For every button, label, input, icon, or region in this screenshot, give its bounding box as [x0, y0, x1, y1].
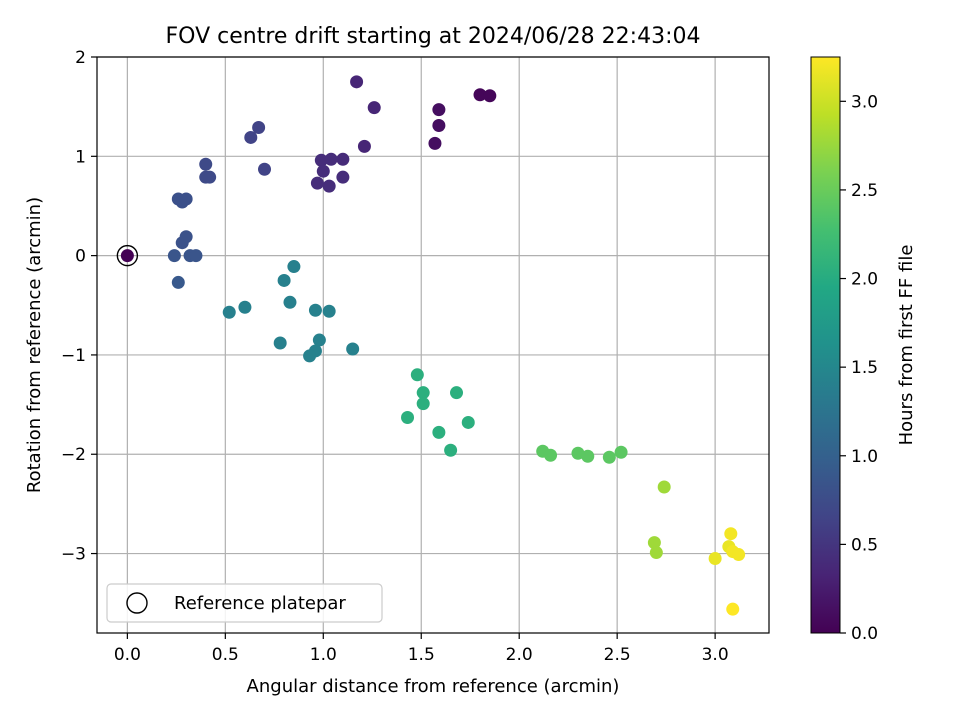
- scatter-point: [277, 273, 291, 287]
- legend-box: [106, 583, 383, 623]
- scatter-point: [428, 136, 442, 150]
- colorbar-tick-label: 0.5: [851, 535, 878, 555]
- scatter-point: [602, 450, 616, 464]
- plot-frame: [96, 56, 770, 634]
- scatter-point: [322, 179, 336, 193]
- colorbar-tick-label: 1.5: [851, 358, 878, 378]
- scatter-point: [167, 249, 181, 263]
- y-tick-label: −1: [61, 346, 86, 366]
- scatter-point: [308, 303, 322, 317]
- scatter-point: [310, 176, 324, 190]
- scatter-point: [401, 410, 415, 424]
- x-tick-label: 2.0: [506, 645, 533, 665]
- scatter-point: [287, 260, 301, 274]
- scatter-point: [708, 552, 722, 566]
- scatter-point: [367, 101, 381, 115]
- scatter-point: [312, 333, 326, 347]
- chart-title: FOV centre drift starting at 2024/06/28 …: [166, 24, 701, 49]
- colorbar-tick-label: 1.0: [851, 447, 878, 467]
- y-axis-label: Rotation from reference (arcmin): [24, 197, 45, 493]
- scatter-point: [171, 275, 185, 289]
- scatter-point: [222, 305, 236, 319]
- x-tick-label: 0.0: [114, 645, 141, 665]
- scatter-point: [614, 445, 628, 459]
- scatter-point: [657, 480, 671, 494]
- scatter-point: [322, 304, 336, 318]
- scatter-point: [461, 415, 475, 429]
- colorbar-tick-label: 2.0: [851, 270, 878, 290]
- x-axis-label: Angular distance from reference (arcmin): [247, 676, 620, 697]
- x-axis-ticks: 0.0 0.5 1.0 1.5 2.0 2.5 3.0: [114, 633, 729, 665]
- y-tick-label: −3: [61, 545, 86, 565]
- scatter-points: [167, 75, 746, 616]
- scatter-point: [314, 153, 328, 167]
- scatter-point: [726, 602, 740, 616]
- reference-marker-group: [116, 244, 139, 267]
- scatter-point: [357, 139, 371, 153]
- scatter-point: [238, 300, 252, 314]
- x-tick-label: 2.5: [604, 645, 631, 665]
- scatter-point: [724, 527, 738, 541]
- scatter-point: [416, 386, 430, 400]
- x-tick-label: 1.0: [310, 645, 337, 665]
- scatter-point: [252, 121, 266, 135]
- legend-entry-label: Reference platepar: [174, 593, 346, 614]
- scatter-point: [444, 443, 458, 457]
- scatter-point: [416, 397, 430, 411]
- y-tick-label: 1: [75, 147, 86, 167]
- scatter-point: [199, 157, 213, 171]
- scatter-point: [244, 130, 258, 144]
- y-axis-ticks: 2 1 0 −1 −2 −3: [61, 48, 97, 565]
- colorbar-tick-label: 2.5: [851, 181, 878, 201]
- y-tick-label: −2: [61, 445, 86, 465]
- x-tick-label: 1.5: [408, 645, 435, 665]
- scatter-point: [273, 336, 287, 350]
- colorbar-tick-label: 0.0: [851, 624, 878, 644]
- x-tick-label: 3.0: [702, 645, 729, 665]
- scatter-point: [203, 170, 217, 184]
- scatter-point: [649, 546, 663, 560]
- scatter-point: [544, 448, 558, 462]
- colorbar-tick-label: 3.0: [851, 92, 878, 112]
- scatter-point: [350, 75, 364, 89]
- scatter-point: [346, 342, 360, 356]
- scatter-point: [283, 295, 297, 309]
- scatter-point: [581, 449, 595, 463]
- x-tick-label: 0.5: [212, 645, 239, 665]
- legend-marker-icon: [126, 592, 148, 614]
- y-tick-label: 2: [75, 48, 86, 68]
- reference-point: [120, 249, 134, 263]
- colorbar-ticks: 0.0 0.5 1.0 1.5 2.0 2.5 3.0: [840, 92, 878, 644]
- scatter-point: [175, 236, 189, 250]
- scatter-point: [647, 536, 661, 550]
- y-tick-label: 0: [75, 247, 86, 267]
- scatter-point: [324, 152, 338, 166]
- reference-ring-marker: [116, 244, 139, 267]
- scatter-point: [258, 162, 272, 176]
- scatter-point: [473, 88, 487, 102]
- scatter-point: [303, 349, 317, 363]
- scatter-point: [316, 164, 330, 178]
- colorbar-label: Hours from first FF file: [896, 245, 917, 446]
- colorbar: [810, 56, 841, 634]
- scatter-point: [450, 386, 464, 400]
- scatter-point: [179, 192, 193, 206]
- scatter-point: [732, 548, 746, 562]
- scatter-point: [410, 368, 424, 382]
- scatter-point: [336, 170, 350, 184]
- scatter-point: [483, 89, 497, 103]
- legend: Reference platepar: [106, 583, 383, 623]
- scatter-point: [432, 103, 446, 117]
- scatter-point: [432, 425, 446, 439]
- scatter-point: [432, 119, 446, 133]
- scatter-point: [189, 249, 203, 263]
- scatter-point: [336, 152, 350, 166]
- scatter-point: [571, 446, 585, 460]
